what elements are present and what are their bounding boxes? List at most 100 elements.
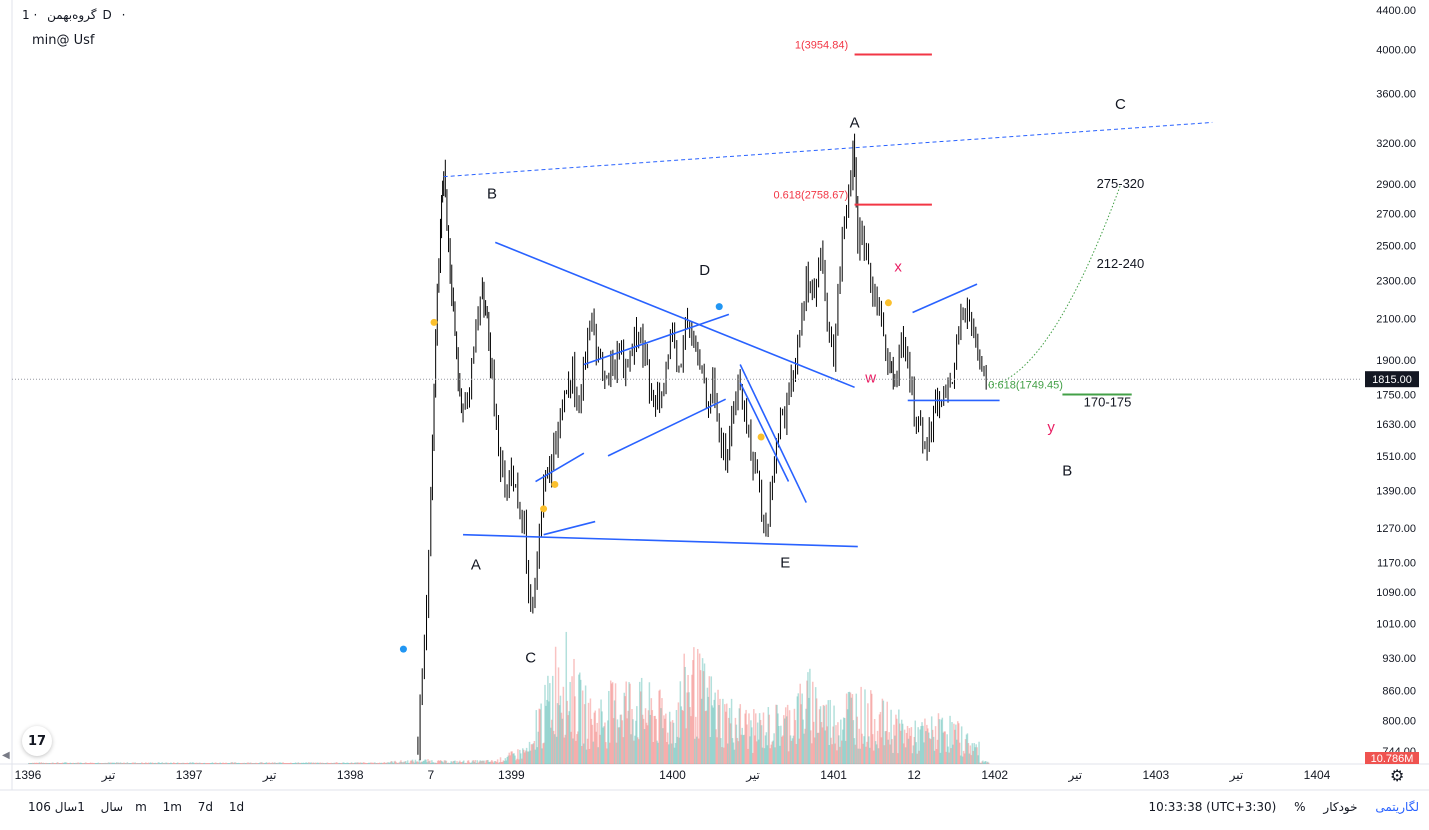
volume-bar (653, 716, 655, 764)
price-tick-label: 2900.00 (1376, 179, 1416, 191)
volume-bar (108, 762, 110, 764)
volume-bar (795, 743, 798, 764)
volume-bar (276, 762, 278, 764)
volume-bar (304, 762, 306, 764)
volume-bar (410, 760, 413, 764)
volume-bar (900, 719, 903, 764)
volume-bar (788, 710, 791, 764)
volume-bar (871, 693, 873, 764)
auto-toggle[interactable]: خودکار (1323, 800, 1358, 814)
volume-bar (81, 763, 83, 764)
volume-bar (958, 742, 961, 764)
volume-bar (948, 752, 950, 764)
price-tick-label: 3200.00 (1376, 138, 1416, 150)
gear-icon[interactable]: ⚙ (1390, 766, 1405, 785)
volume-bar (510, 751, 512, 764)
volume-bar (828, 745, 830, 764)
volume-bar (289, 762, 292, 764)
price-tick-label: 2500.00 (1376, 241, 1416, 253)
volume-bar (440, 760, 443, 764)
volume-bar (259, 762, 261, 764)
volume-bar (273, 762, 276, 764)
range-7d-button[interactable]: 7d (197, 800, 214, 814)
volume-bar (798, 738, 800, 764)
volume-bar (265, 762, 268, 764)
scale-controls: 10:33:38 (UTC+3:30) % لگاریتمی خودکار (1134, 800, 1419, 814)
volume-bar (199, 762, 201, 764)
volume-bar (987, 761, 989, 764)
volume-bar (264, 762, 267, 764)
volume-bar (801, 693, 803, 764)
volume-bar (434, 762, 436, 764)
wave-label: x (894, 258, 902, 275)
volume-bar (824, 730, 827, 764)
volume-bar (158, 762, 161, 764)
volume-bar (42, 762, 45, 764)
volume-bar (615, 742, 618, 764)
volume-bar (371, 763, 373, 764)
range-1m-button[interactable]: 1m (162, 800, 182, 814)
time-tick-label: تیر (1068, 768, 1083, 782)
percent-toggle[interactable]: % (1294, 800, 1306, 814)
volume-bar (594, 710, 597, 764)
volume-bar (536, 747, 539, 764)
volume-bar (252, 763, 254, 764)
volume-bar (677, 702, 680, 764)
volume-bar (167, 762, 169, 764)
volume-bar (415, 761, 418, 764)
volume-bar (68, 763, 71, 764)
volume-bar (287, 763, 289, 764)
scroll-left-icon[interactable]: ◀ (2, 750, 10, 761)
volume-bar (766, 745, 769, 764)
volume-bar (233, 762, 236, 764)
log-toggle[interactable]: لگاریتمی (1375, 800, 1419, 814)
volume-bar (792, 735, 795, 764)
volume-bar (458, 761, 460, 764)
volume-bar (551, 719, 553, 764)
trend-line (543, 520, 596, 536)
symbol-name[interactable]: گروه‌بهمن (47, 8, 97, 22)
volume-bar (673, 747, 676, 764)
volume-bar (882, 700, 885, 764)
volume-bar (511, 751, 513, 764)
volume-bar (230, 762, 232, 764)
volume-bar (970, 755, 973, 764)
volume-bar (111, 762, 113, 764)
volume-bar (422, 760, 424, 764)
tradingview-logo-icon[interactable]: 17 (22, 726, 52, 756)
volume-bar (840, 719, 842, 764)
range-1d-button[interactable]: 1d (228, 800, 245, 814)
volume-bar (702, 671, 705, 764)
volume-bar (71, 763, 74, 764)
volume-bar (315, 762, 317, 764)
volume-bar (450, 761, 452, 764)
range-10y-button[interactable]: 10سال (28, 800, 124, 814)
volume-bar (471, 760, 474, 764)
volume-bar (921, 722, 923, 764)
volume-bar (426, 762, 428, 764)
volume-bar (785, 716, 788, 764)
volume-bar (974, 747, 976, 764)
volume-bar (469, 763, 472, 764)
volume-bar (605, 742, 607, 764)
volume-bar (141, 762, 143, 764)
volume-bar (134, 762, 136, 764)
interval-label[interactable]: 1D (22, 8, 112, 22)
volume-bar (669, 721, 672, 764)
volume-bar (157, 762, 160, 764)
volume-bar (135, 763, 137, 764)
range-6m-button[interactable]: 6m (43, 800, 147, 814)
volume-bar (965, 734, 968, 764)
volume-bar (980, 763, 982, 764)
signal-marker (551, 480, 559, 488)
volume-bar (515, 760, 517, 764)
volume-bar (596, 722, 598, 764)
volume-bar (254, 763, 256, 764)
volume-bar (241, 762, 244, 764)
range-1y-button[interactable]: 1سال (54, 800, 85, 814)
volume-bar (124, 763, 127, 764)
volume-bar (465, 762, 468, 764)
volume-bar (346, 762, 348, 764)
volume-bar (548, 701, 550, 764)
